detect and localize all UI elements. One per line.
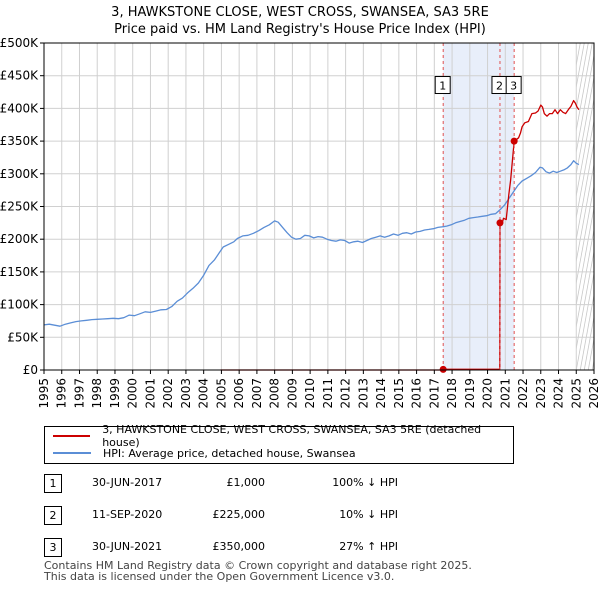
sale-point bbox=[439, 365, 447, 373]
sale-number-badge: 2 bbox=[44, 506, 62, 525]
hatch-line bbox=[576, 53, 594, 155]
legend-item-hpi: HPI: Average price, detached house, Swan… bbox=[53, 445, 356, 461]
chart-subtitle: Price paid vs. HM Land Registry's House … bbox=[114, 22, 486, 37]
sale-label: 1 bbox=[434, 76, 451, 95]
legend-swatch-property bbox=[53, 435, 91, 437]
footer: Contains HM Land Registry data © Crown c… bbox=[44, 560, 472, 582]
sale-price: £225,000 bbox=[212, 508, 266, 521]
y-tick-label: £250K bbox=[0, 200, 39, 214]
sale-label-text: 3 bbox=[510, 80, 517, 93]
legend-swatch-hpi bbox=[53, 452, 91, 454]
y-tick-label: £300K bbox=[0, 167, 39, 181]
y-tick-label: £0 bbox=[23, 363, 38, 377]
sale-hpi-change: 27% ↑ HPI bbox=[339, 540, 398, 553]
y-tick-label: £100K bbox=[0, 298, 39, 312]
footer-copyright: Contains HM Land Registry data © Crown c… bbox=[44, 559, 472, 572]
sale-number-badge: 3 bbox=[44, 538, 62, 557]
x-tick-label: 2010 bbox=[303, 378, 317, 409]
y-tick-label: £400K bbox=[0, 101, 39, 115]
x-tick-label: 2007 bbox=[250, 378, 264, 409]
legend-label-hpi: HPI: Average price, detached house, Swan… bbox=[103, 446, 356, 460]
legend: 3, HAWKSTONE CLOSE, WEST CROSS, SWANSEA,… bbox=[44, 423, 514, 464]
price-chart: 3, HAWKSTONE CLOSE, WEST CROSS, SWANSEA,… bbox=[0, 5, 600, 409]
legend-label-property: 3, HAWKSTONE CLOSE, WEST CROSS, SWANSEA,… bbox=[102, 423, 482, 449]
sale-label-text: 2 bbox=[496, 80, 503, 93]
sale-row: 1 30-JUN-2017 £1,000 100% ↓ HPI bbox=[44, 474, 444, 494]
x-tick-label: 2026 bbox=[587, 378, 600, 409]
hatch-line bbox=[576, 249, 594, 351]
y-tick-label: £50K bbox=[7, 330, 39, 344]
hatch-line bbox=[576, 43, 593, 133]
x-tick-label: 2004 bbox=[197, 378, 211, 409]
x-tick-label: 2016 bbox=[410, 378, 424, 409]
series-line bbox=[220, 99, 580, 371]
x-tick-label: 2006 bbox=[232, 378, 246, 409]
sale-label: 3 bbox=[505, 76, 522, 95]
sale-hpi-change: 10% ↓ HPI bbox=[339, 508, 398, 521]
chart-title: 3, HAWKSTONE CLOSE, WEST CROSS, SWANSEA,… bbox=[111, 5, 489, 20]
x-tick-label: 2008 bbox=[268, 378, 282, 409]
x-tick-label: 2009 bbox=[285, 378, 299, 409]
hatch-line bbox=[579, 292, 594, 370]
y-tick-label: £350K bbox=[0, 134, 39, 148]
hatch-line bbox=[576, 43, 589, 111]
sale-point bbox=[496, 219, 504, 227]
sale-row: 2 11-SEP-2020 £225,000 10% ↓ HPI bbox=[44, 506, 444, 526]
x-tick-label: 2001 bbox=[143, 378, 157, 409]
sale-label-text: 1 bbox=[439, 80, 446, 93]
x-tick-label: 2022 bbox=[516, 378, 530, 409]
y-tick-label: £150K bbox=[0, 265, 39, 279]
sale-row: 3 30-JUN-2021 £350,000 27% ↑ HPI bbox=[44, 538, 444, 558]
x-tick-label: 2015 bbox=[392, 378, 406, 409]
series-lines bbox=[43, 99, 580, 371]
x-tick-label: 2000 bbox=[126, 378, 140, 409]
sale-hpi-change: 100% ↓ HPI bbox=[332, 476, 398, 489]
x-tick-label: 2023 bbox=[534, 378, 548, 409]
sale-date: 11-SEP-2020 bbox=[92, 508, 163, 521]
legend-item-property: 3, HAWKSTONE CLOSE, WEST CROSS, SWANSEA,… bbox=[53, 423, 513, 449]
x-tick-label: 2002 bbox=[161, 378, 175, 409]
x-tick-label: 2021 bbox=[498, 378, 512, 409]
x-tick-label: 2005 bbox=[214, 378, 228, 409]
x-tick-label: 2018 bbox=[445, 378, 459, 409]
y-tick-label: £500K bbox=[0, 36, 39, 50]
x-tick-label: 2019 bbox=[463, 378, 477, 409]
x-tick-label: 1995 bbox=[37, 378, 51, 409]
x-tick-label: 2017 bbox=[427, 378, 441, 409]
y-tick-label: £450K bbox=[0, 69, 39, 83]
hatch-line bbox=[576, 74, 594, 177]
series-line bbox=[43, 160, 580, 327]
x-tick-label: 2003 bbox=[179, 378, 193, 409]
x-tick-label: 2012 bbox=[339, 378, 353, 409]
x-tick-label: 1999 bbox=[108, 378, 122, 409]
x-tick-label: 1996 bbox=[55, 378, 69, 409]
x-tick-label: 2014 bbox=[374, 378, 388, 409]
sale-price: £1,000 bbox=[226, 476, 266, 489]
sale-label: 2 bbox=[491, 76, 508, 95]
x-tick-label: 1998 bbox=[90, 378, 104, 409]
hatch-line bbox=[576, 227, 594, 329]
x-tick-label: 1997 bbox=[72, 378, 86, 409]
sale-label-box bbox=[505, 76, 522, 95]
sale-price: £350,000 bbox=[212, 540, 266, 553]
x-tick-label: 2013 bbox=[356, 378, 370, 409]
x-tick-label: 2025 bbox=[569, 378, 583, 409]
x-tick-label: 2011 bbox=[321, 378, 335, 409]
sale-point bbox=[510, 137, 518, 145]
x-tick-label: 2020 bbox=[481, 378, 495, 409]
sale-date: 30-JUN-2021 bbox=[92, 540, 163, 553]
footer-licence: This data is licensed under the Open Gov… bbox=[44, 570, 395, 583]
sale-number-badge: 1 bbox=[44, 474, 62, 493]
hatch-line bbox=[576, 271, 594, 370]
axes: £0 £50K £100K £150K £200K £250K £300K £350K £400… bbox=[0, 36, 600, 409]
y-tick-label: £200K bbox=[0, 232, 39, 246]
x-tick-label: 2024 bbox=[552, 378, 566, 409]
grid bbox=[43, 42, 595, 371]
sale-date: 30-JUN-2017 bbox=[92, 476, 163, 489]
sale-label-box bbox=[434, 76, 451, 95]
